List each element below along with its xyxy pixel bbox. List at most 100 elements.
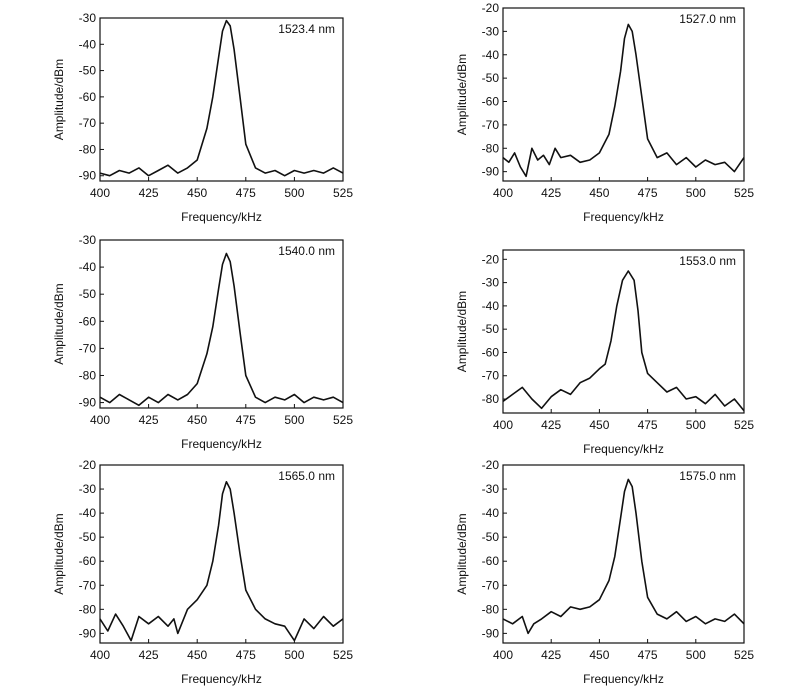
y-tick-label: -60 <box>79 314 97 328</box>
y-tick-label: -80 <box>79 368 97 382</box>
y-tick-label: -80 <box>482 602 500 616</box>
y-tick-label: -80 <box>482 392 500 406</box>
y-tick-label: -40 <box>79 506 97 520</box>
x-axis-label: Frequency/kHz <box>583 442 664 456</box>
x-tick-label: 400 <box>90 648 110 662</box>
y-tick-label: -60 <box>79 554 97 568</box>
x-tick-label: 475 <box>638 418 658 432</box>
y-tick-label: -50 <box>79 530 97 544</box>
plot-frame <box>99 464 344 644</box>
y-axis-label: Amplitude/dBm <box>52 59 66 140</box>
y-tick-label: -20 <box>482 458 500 472</box>
plot-frame <box>502 249 745 414</box>
y-tick-label: -70 <box>79 116 97 130</box>
y-tick-label: -50 <box>482 530 500 544</box>
x-tick-label: 450 <box>589 186 609 200</box>
y-tick-label: -30 <box>482 482 500 496</box>
x-tick-label: 450 <box>589 648 609 662</box>
wavelength-annotation: 1553.0 nm <box>679 254 736 268</box>
spectrum-line <box>99 252 344 407</box>
x-tick-label: 425 <box>541 648 561 662</box>
x-tick-label: 475 <box>638 186 658 200</box>
y-tick-label: -60 <box>482 554 500 568</box>
y-tick-label: -50 <box>482 71 500 85</box>
y-tick-label: -30 <box>482 24 500 38</box>
x-tick-label: 425 <box>139 186 159 200</box>
x-tick-label: 525 <box>734 418 754 432</box>
x-tick-label: 400 <box>493 186 513 200</box>
y-tick-label: -70 <box>79 341 97 355</box>
chart-panel-4: 400 425 450 475 500 525 -20 -30 -40 -50 -60 -70 -80 F… <box>455 249 754 456</box>
wavelength-annotation: 1540.0 nm <box>278 244 335 258</box>
x-axis-label: Frequency/kHz <box>583 210 664 224</box>
x-tick-label: 450 <box>187 648 207 662</box>
x-tick-label: 525 <box>333 648 353 662</box>
chart-panel-6: 400 425 450 475 500 525 -20 -30 -40 -50 -60 -70 -80 -… <box>455 458 754 686</box>
y-tick-label: -70 <box>482 578 500 592</box>
chart-panel-1: 400 425 450 475 500 525 -30 -40 -50 -60 -70 -80 -90 F… <box>52 11 353 224</box>
x-tick-label: 475 <box>236 186 256 200</box>
y-tick-label: -40 <box>482 48 500 62</box>
y-tick-label: -90 <box>79 626 97 640</box>
y-tick-label: -40 <box>79 37 97 51</box>
x-tick-label: 425 <box>541 418 561 432</box>
y-tick-label: -80 <box>79 602 97 616</box>
y-tick-label: -70 <box>482 369 500 383</box>
y-tick-label: -30 <box>79 482 97 496</box>
x-tick-label: 525 <box>734 648 754 662</box>
spectrum-line <box>99 19 344 177</box>
y-tick-label: -50 <box>482 322 500 336</box>
x-axis-label: Frequency/kHz <box>181 437 262 451</box>
x-tick-label: 400 <box>90 413 110 427</box>
y-axis-label: Amplitude/dBm <box>52 283 66 364</box>
x-tick-label: 400 <box>90 186 110 200</box>
x-tick-label: 525 <box>734 186 754 200</box>
x-tick-label: 400 <box>493 418 513 432</box>
spectrum-line <box>502 23 745 178</box>
chart-panel-2: 400 425 450 475 500 525 -20 -30 -40 -50 -60 -70 -80 -… <box>455 1 754 224</box>
x-axis-label: Frequency/kHz <box>181 210 262 224</box>
y-tick-label: -40 <box>79 260 97 274</box>
x-axis-label: Frequency/kHz <box>181 672 262 686</box>
y-tick-label: -20 <box>482 1 500 15</box>
chart-panel-3: 400 425 450 475 500 525 -30 -40 -50 -60 -70 -80 -90 F… <box>52 233 353 451</box>
wavelength-annotation: 1527.0 nm <box>679 12 736 26</box>
x-tick-label: 450 <box>187 413 207 427</box>
y-axis-label: Amplitude/dBm <box>455 513 469 594</box>
y-tick-label: -60 <box>79 90 97 104</box>
spectrum-line <box>502 478 745 635</box>
spectrum-line <box>99 480 344 642</box>
wavelength-annotation: 1575.0 nm <box>679 469 736 483</box>
x-tick-label: 500 <box>686 418 706 432</box>
plot-frame <box>99 239 344 409</box>
chart-panel-5: 400 425 450 475 500 525 -20 -30 -40 -50 -60 -70 -80 -… <box>52 458 353 686</box>
x-tick-label: 500 <box>686 648 706 662</box>
x-tick-label: 500 <box>284 413 304 427</box>
y-tick-label: -50 <box>79 64 97 78</box>
y-tick-label: -30 <box>482 276 500 290</box>
y-tick-label: -90 <box>482 165 500 179</box>
y-axis-label: Amplitude/dBm <box>455 291 469 372</box>
y-tick-label: -60 <box>482 95 500 109</box>
y-tick-label: -80 <box>482 141 500 155</box>
x-tick-label: 500 <box>284 648 304 662</box>
x-tick-label: 425 <box>139 648 159 662</box>
x-tick-label: 525 <box>333 413 353 427</box>
x-tick-label: 500 <box>686 186 706 200</box>
y-tick-label: -90 <box>79 169 97 183</box>
y-tick-label: -40 <box>482 299 500 313</box>
y-tick-label: -70 <box>482 118 500 132</box>
y-tick-label: -90 <box>79 396 97 410</box>
x-tick-label: 400 <box>493 648 513 662</box>
y-tick-label: -40 <box>482 506 500 520</box>
wavelength-annotation: 1523.4 nm <box>278 22 335 36</box>
x-tick-label: 450 <box>589 418 609 432</box>
wavelength-annotation: 1565.0 nm <box>278 469 335 483</box>
x-tick-label: 500 <box>284 186 304 200</box>
plot-frame <box>502 7 745 182</box>
x-tick-label: 425 <box>541 186 561 200</box>
x-tick-label: 425 <box>139 413 159 427</box>
y-tick-label: -30 <box>79 233 97 247</box>
y-axis-label: Amplitude/dBm <box>455 54 469 135</box>
y-tick-label: -70 <box>79 578 97 592</box>
